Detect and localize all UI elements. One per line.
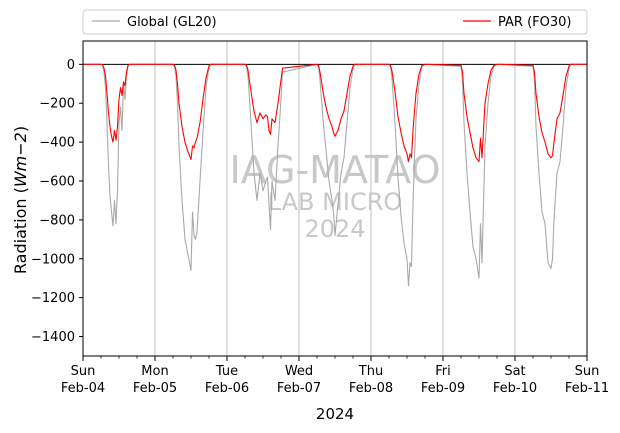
- x-tick-label-day: Mon: [141, 364, 168, 379]
- gridlines: [154, 41, 516, 356]
- y-axis-label-prefix: Radiation (: [11, 187, 30, 274]
- y-tick-label: −1200: [31, 291, 75, 306]
- y-tick-label: −200: [39, 97, 75, 112]
- x-tick-label-day: Sun: [71, 364, 96, 379]
- series-layer: [83, 63, 587, 287]
- x-tick-label-day: Sat: [504, 364, 525, 379]
- y-tick-label: −600: [39, 175, 75, 190]
- y-axis-label-unit: Wm−2: [11, 132, 30, 187]
- y-tick-label: −1400: [31, 330, 75, 345]
- x-tick-label-day: Sun: [575, 364, 600, 379]
- x-tick-label-date: Feb-04: [61, 381, 105, 396]
- x-tick-label-date: Feb-07: [277, 381, 321, 396]
- y-axis-label-suffix: ): [11, 126, 30, 132]
- x-tick-label-day: Thu: [358, 364, 383, 379]
- y-axis-label: Radiation (Wm−2): [11, 126, 30, 274]
- y-tick-label: −1000: [31, 252, 75, 267]
- legend-label-global: Global (GL20): [127, 15, 217, 30]
- y-tick-label: −800: [39, 213, 75, 228]
- legend-label-par: PAR (FO30): [498, 15, 571, 30]
- y-tick-label: −400: [39, 136, 75, 151]
- series-line-par: [83, 63, 587, 163]
- x-tick-label-day: Fri: [435, 364, 451, 379]
- watermark-line-1: IAG-MATAO: [229, 148, 440, 192]
- x-tick-label-day: Wed: [285, 364, 313, 379]
- x-tick-label-date: Feb-11: [565, 381, 609, 396]
- watermark-line-2: LAB MICRO: [268, 188, 403, 216]
- x-axis: Sun Feb-04 Mon Feb-05 Tue Feb-06 Wed Feb-07 Thu F…: [61, 356, 609, 396]
- x-tick-label-date: Feb-08: [349, 381, 393, 396]
- y-axis: 0 −200 −400 −600 −800 −1000 −1200 −1400: [31, 58, 83, 345]
- x-tick-label-date: Feb-10: [493, 381, 537, 396]
- x-tick-label-day: Tue: [215, 364, 238, 379]
- y-tick-label: 0: [67, 58, 75, 73]
- x-tick-label-date: Feb-05: [133, 381, 177, 396]
- x-tick-label-date: Feb-06: [205, 381, 249, 396]
- legend: Global (GL20) PAR (FO30): [82, 9, 588, 35]
- legend-frame: [82, 9, 588, 35]
- x-tick-label-date: Feb-09: [421, 381, 465, 396]
- x-axis-label: 2024: [316, 405, 354, 423]
